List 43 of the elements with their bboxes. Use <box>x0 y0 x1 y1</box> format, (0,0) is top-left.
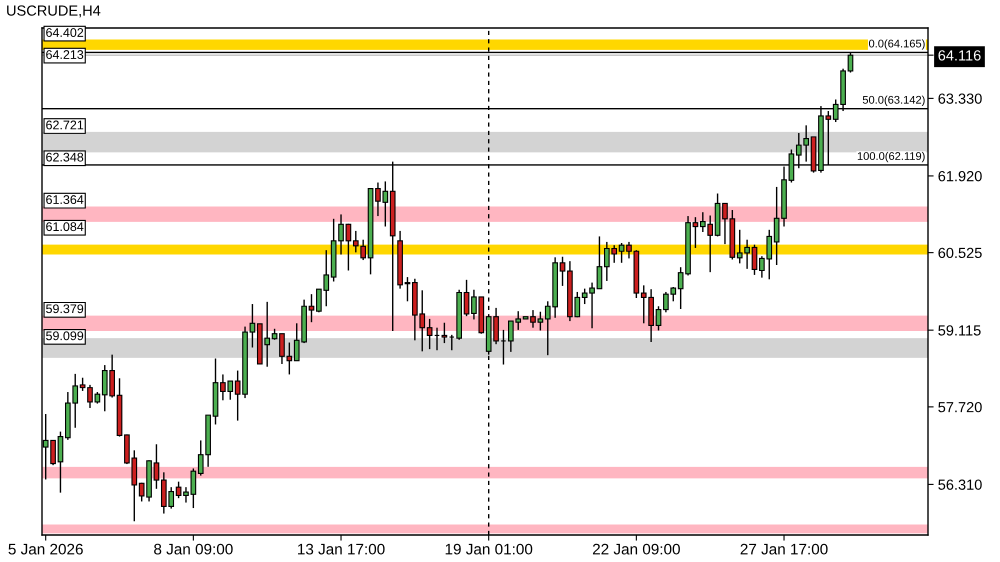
y-tick-label: 64.116 <box>938 50 981 61</box>
candlestick <box>434 326 440 351</box>
y-tick-label: 57.720 <box>938 402 982 412</box>
candlestick <box>442 322 448 344</box>
annotation: 62.348 <box>46 152 84 162</box>
x-tick-label: 8 Jan 09:00 <box>154 544 233 555</box>
candlestick <box>426 318 432 350</box>
chart-title: USCRUDE,H4 <box>7 5 100 18</box>
y-tick-label: 56.310 <box>938 480 982 490</box>
y-tick-label: 60.525 <box>938 248 982 258</box>
annotation: 61.084 <box>46 222 84 232</box>
candlestick <box>736 229 743 264</box>
x-tick-label: 5 Jan 2026 <box>8 544 83 555</box>
candlestick <box>227 380 234 400</box>
ref-line-label: 0.0(64.165) <box>868 39 925 50</box>
candlestick <box>419 290 426 352</box>
ref-line-label: 50.0(63.142) <box>862 96 925 106</box>
candlestick <box>198 440 204 476</box>
annotation: 59.379 <box>46 304 84 314</box>
candlestick <box>515 310 522 331</box>
annotation: 59.099 <box>46 331 84 340</box>
x-tick-label: 13 Jan 17:00 <box>298 544 385 555</box>
annotation: 61.364 <box>46 195 84 204</box>
y-tick-label: 63.330 <box>938 93 982 104</box>
y-tick-label: 59.115 <box>938 325 981 336</box>
candlestick <box>323 249 330 307</box>
candlestick <box>500 329 506 366</box>
candlestick <box>766 229 772 280</box>
candlestick <box>294 322 300 362</box>
candlestick <box>448 334 455 351</box>
x-tick-label: 22 Jan 09:00 <box>592 544 680 555</box>
x-tick-label: 19 Jan 01:00 <box>446 544 532 555</box>
x-tick-label: 27 Jan 17:00 <box>740 544 828 555</box>
ref-line-label: 100.0(62.119) <box>858 152 925 162</box>
candlestick <box>508 320 514 353</box>
y-tick-label: 61.920 <box>938 171 982 182</box>
annotation: 62.721 <box>46 120 84 130</box>
annotation: 64.402 <box>46 28 84 37</box>
candlestick <box>640 284 647 324</box>
candlestick <box>544 300 551 356</box>
annotation: 64.213 <box>46 50 84 60</box>
candlestick <box>670 286 676 302</box>
candlestick <box>72 373 78 428</box>
